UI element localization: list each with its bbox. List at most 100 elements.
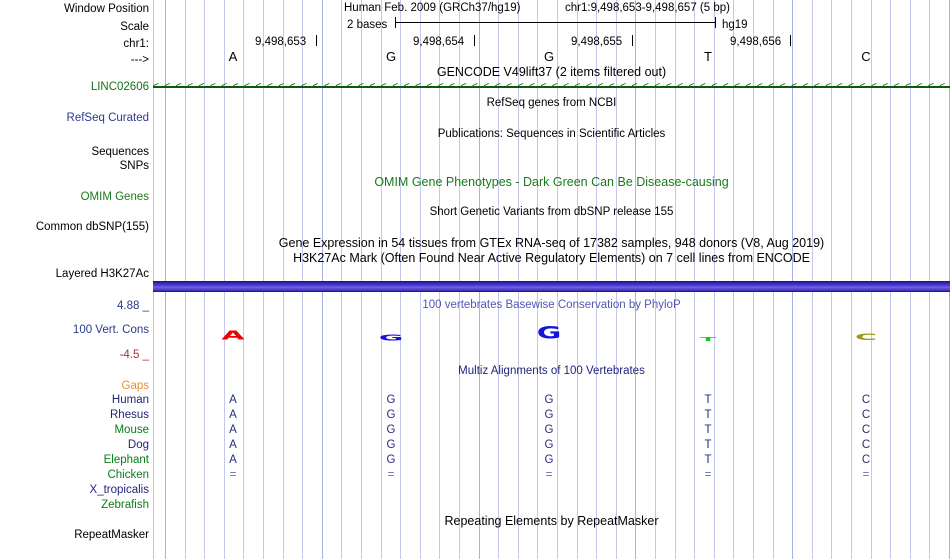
label-layered-h3k27ac[interactable]: Layered H3K27Ac	[55, 268, 149, 280]
alignment-base: C	[861, 424, 871, 436]
alignment-base: C	[861, 409, 871, 421]
ruler-coordinate-label: 9,498,653	[255, 36, 307, 48]
alignment-base: G	[386, 454, 396, 466]
position-text: chr1:9,498,653-9,498,657 (5 bp)	[565, 2, 730, 14]
species-label-zebrafish[interactable]: Zebrafish	[101, 499, 149, 511]
ruler-coordinate-label: 9,498,654	[413, 36, 465, 48]
track-title-publications: Publications: Sequences in Scientific Ar…	[437, 128, 666, 140]
label-snps[interactable]: SNPs	[119, 160, 149, 172]
label-gaps: Gaps	[121, 380, 150, 392]
alignment-base: T	[704, 454, 712, 466]
track-title-phylop: 100 vertebrates Basewise Conservation by…	[422, 299, 681, 311]
ruler-tick	[316, 35, 317, 46]
window-left-edge-line	[153, 0, 154, 559]
label-omim-genes[interactable]: OMIM Genes	[80, 191, 149, 203]
alignment-base: G	[544, 424, 554, 436]
sequence-base: A	[228, 49, 238, 64]
ruler-tick	[790, 35, 791, 46]
species-label-x_tropicalis[interactable]: X_tropicalis	[89, 484, 149, 496]
alignment-gap: =	[545, 469, 553, 481]
ruler-coordinate-label: 9,498,655	[571, 36, 623, 48]
alignment-base: A	[229, 409, 237, 421]
species-label-chicken[interactable]: Chicken	[107, 469, 149, 481]
alignment-base: C	[861, 454, 871, 466]
label-gene-linc02606[interactable]: LINC02606	[90, 81, 149, 93]
species-label-mouse[interactable]: Mouse	[114, 424, 149, 436]
track-title-omim: OMIM Gene Phenotypes - Dark Green Can Be…	[374, 175, 729, 189]
alignment-base: G	[544, 439, 554, 451]
alignment-base: G	[386, 424, 396, 436]
label-sequences[interactable]: Sequences	[91, 146, 149, 158]
sequence-base: T	[704, 49, 712, 64]
track-title-h3k27ac: H3K27Ac Mark (Often Found Near Active Re…	[293, 251, 810, 265]
h3k27ac-signal-bar[interactable]	[153, 281, 950, 292]
alignment-base: G	[544, 454, 554, 466]
alignment-base: A	[229, 439, 237, 451]
sequence-base: C	[861, 49, 871, 64]
alignment-base: T	[704, 424, 712, 436]
alignment-base: G	[386, 409, 396, 421]
conservation-base-C: C	[854, 332, 878, 343]
sequence-base: G	[385, 49, 397, 64]
alignment-base: G	[386, 439, 396, 451]
alignment-base: T	[704, 409, 712, 421]
alignment-base: T	[704, 439, 712, 451]
assembly-short-label: hg19	[722, 19, 748, 31]
assembly-title: Human Feb. 2009 (GRCh37/hg19)	[344, 2, 521, 14]
alignment-base: G	[544, 394, 554, 406]
alignment-row: = = = = =	[153, 469, 950, 484]
ruler-tick	[474, 35, 475, 46]
alignment-base: C	[861, 439, 871, 451]
alignment-base: G	[386, 394, 396, 406]
alignment-base: A	[229, 394, 237, 406]
track-title-gencode: GENCODE V49lift37 (2 items filtered out)	[436, 65, 667, 79]
alignment-base: T	[704, 394, 712, 406]
track-title-multiz: Multiz Alignments of 100 Vertebrates	[458, 365, 645, 377]
alignment-base: A	[229, 424, 237, 436]
label-conservation-max: 4.88 _	[117, 300, 149, 312]
ruler-coordinate-label: 9,498,656	[730, 36, 782, 48]
alignment-base: C	[861, 394, 871, 406]
conservation-base-T: T	[699, 336, 717, 343]
alignment-base: A	[229, 454, 237, 466]
track-title-repeatmasker: Repeating Elements by RepeatMasker	[444, 514, 659, 528]
species-label-elephant[interactable]: Elephant	[103, 454, 149, 466]
species-label-human[interactable]: Human	[111, 394, 149, 406]
scale-bar-right-cap	[715, 17, 716, 28]
conservation-base-G: G	[536, 323, 562, 344]
species-label-rhesus[interactable]: Rhesus	[110, 409, 149, 421]
alignment-gap: =	[862, 469, 870, 481]
alignment-row	[153, 499, 950, 514]
label-100-vert-cons[interactable]: 100 Vert. Cons	[72, 324, 149, 336]
scale-text: 2 bases	[347, 19, 388, 31]
track-label-column: Window Position Scale chr1: ---> LINC026…	[0, 0, 153, 559]
alignment-gap: =	[387, 469, 395, 481]
scale-bar	[395, 22, 715, 23]
label-scale: Scale	[120, 21, 149, 33]
track-title-refseq-ncbi: RefSeq genes from NCBI	[486, 97, 617, 109]
label-refseq-curated[interactable]: RefSeq Curated	[66, 112, 149, 124]
alignment-gap: =	[704, 469, 712, 481]
track-title-gtex: Gene Expression in 54 tissues from GTEx …	[278, 236, 825, 250]
sequence-base: G	[543, 49, 555, 64]
track-title-dbsnp: Short Genetic Variants from dbSNP releas…	[429, 206, 674, 218]
conservation-base-A: A	[221, 328, 245, 343]
label-strand-arrow: --->	[130, 54, 149, 66]
ruler-tick	[632, 35, 633, 46]
conservation-base-G: G	[378, 333, 404, 343]
linc02606-gene-line[interactable]	[153, 86, 950, 88]
label-repeatmasker[interactable]: RepeatMasker	[74, 529, 149, 541]
label-conservation-min: -4.5 _	[119, 349, 149, 361]
species-label-dog[interactable]: Dog	[127, 439, 149, 451]
linc02606-strand-arrows: < < < < < < < < < < < < < < < < < < < < …	[153, 81, 946, 92]
label-common-dbsnp[interactable]: Common dbSNP(155)	[35, 221, 149, 233]
alignment-base: G	[544, 409, 554, 421]
label-chrom: chr1:	[123, 38, 149, 50]
